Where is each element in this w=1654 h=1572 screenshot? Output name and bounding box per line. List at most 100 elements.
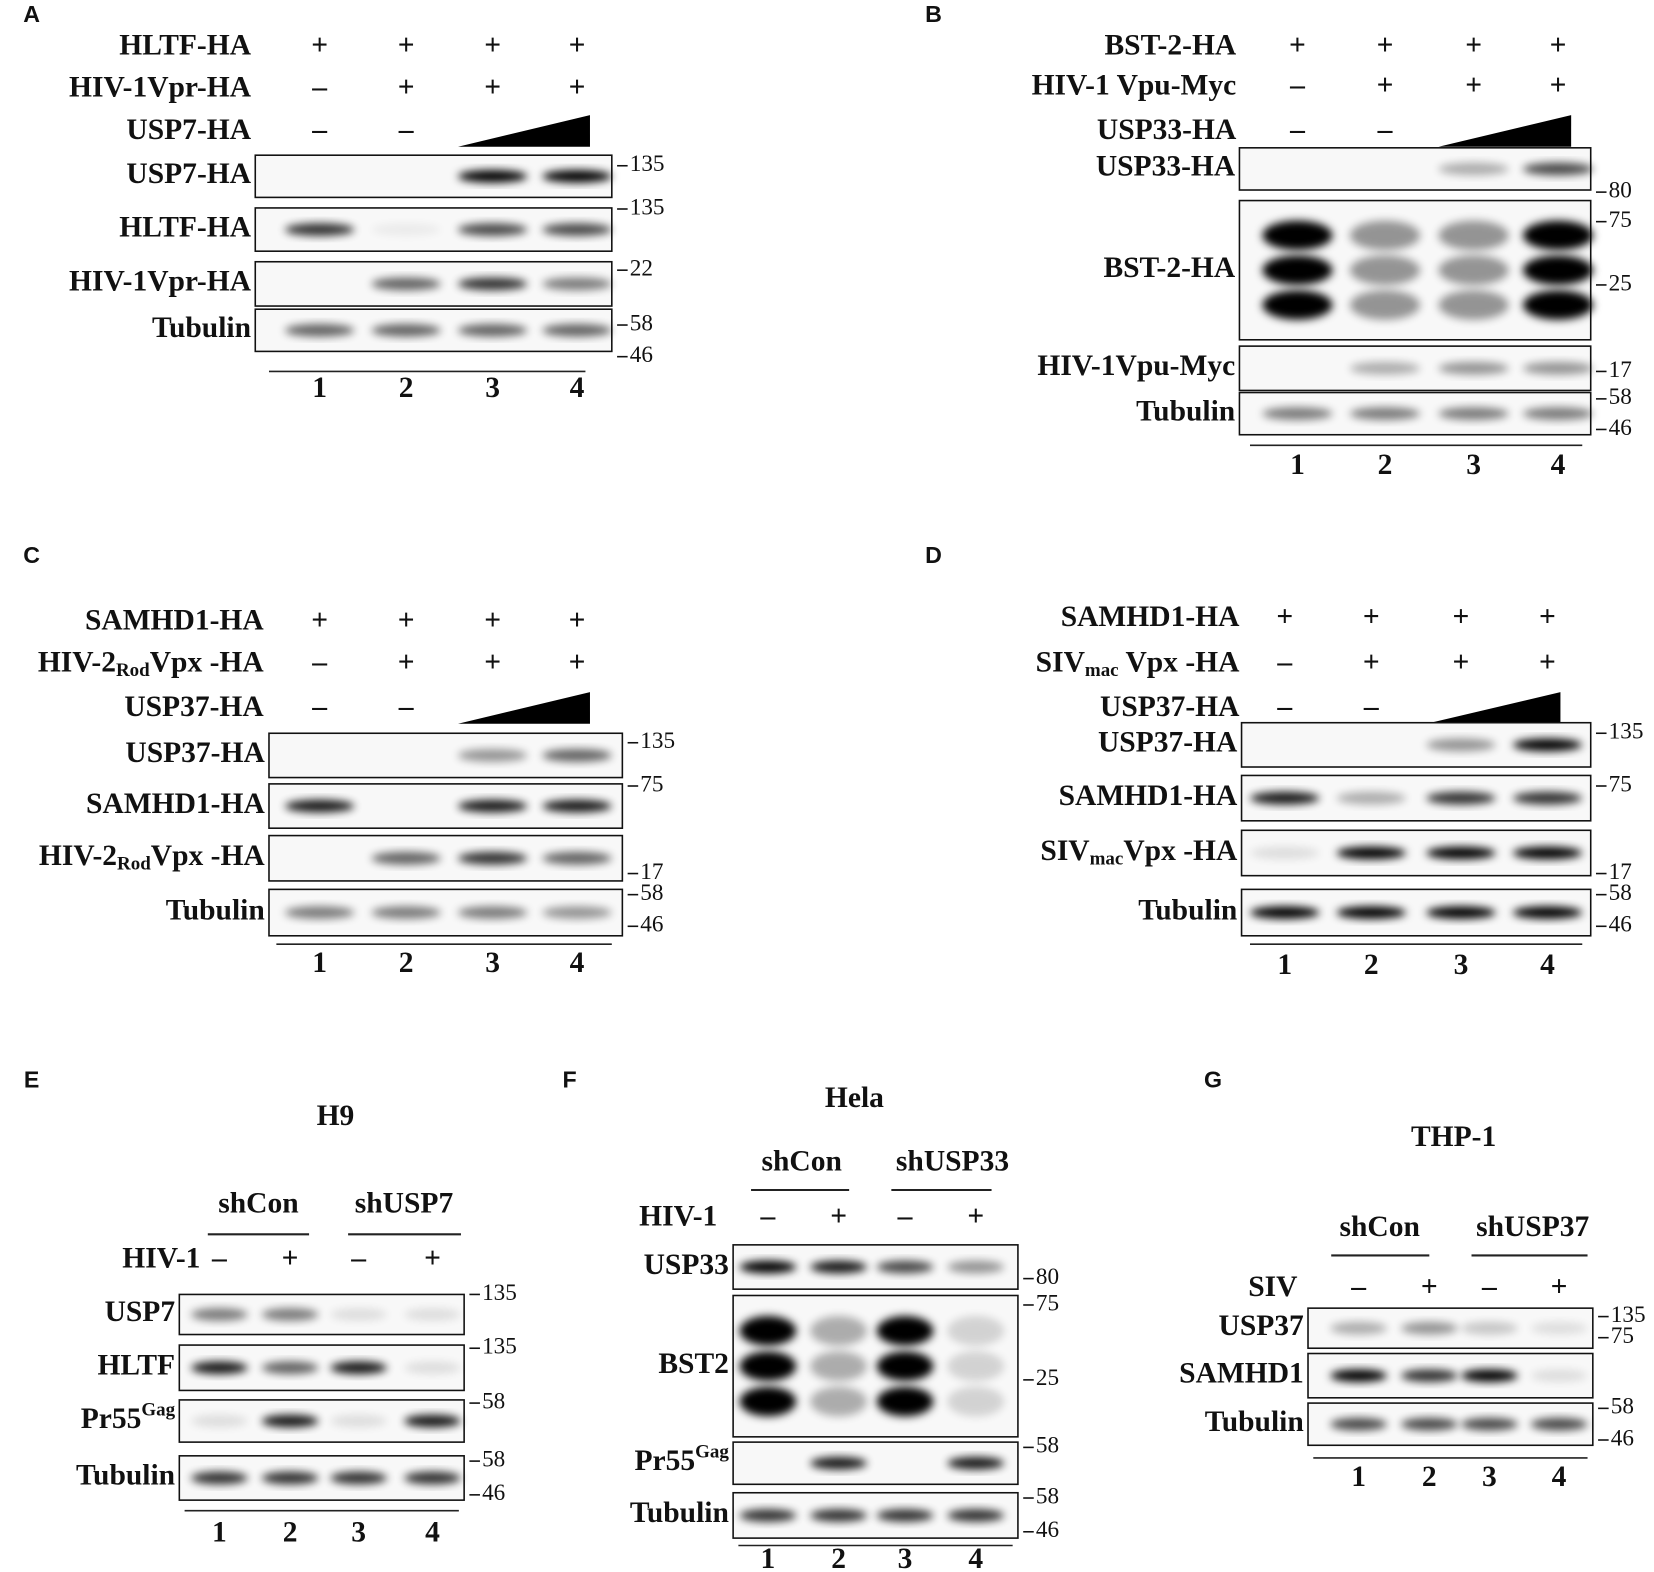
band (458, 223, 528, 236)
blot-label: HLTF-HA (119, 211, 251, 243)
band (1438, 361, 1509, 375)
band (1262, 290, 1333, 320)
marker-label: 17 (1609, 859, 1632, 885)
treatment-sign: – (350, 1242, 366, 1274)
band (810, 1260, 867, 1274)
label-part: Vpx -HA (150, 646, 265, 678)
blot-label: SAMHD1-HA (86, 788, 265, 820)
band (330, 1361, 387, 1375)
band (285, 799, 355, 813)
band (458, 749, 528, 762)
band (739, 1351, 797, 1381)
band (1349, 361, 1421, 375)
lane-number: 1 (312, 947, 327, 979)
marker-label: 58 (630, 310, 653, 336)
band (371, 223, 441, 236)
treatment-label: HIV-1 (122, 1242, 200, 1274)
marker-label: 75 (1609, 207, 1632, 233)
band (1438, 220, 1509, 251)
lane-number: 2 (831, 1543, 846, 1572)
group-label: shUSP7 (355, 1188, 454, 1220)
band (285, 323, 355, 337)
band (458, 799, 528, 813)
lane-number: 4 (968, 1543, 983, 1572)
band (739, 1509, 797, 1522)
treatment-sign: – (1276, 691, 1292, 723)
band (1250, 846, 1320, 860)
band (1336, 846, 1406, 860)
band (1461, 1369, 1518, 1382)
band (947, 1456, 1005, 1470)
lane-number: 4 (425, 1517, 440, 1549)
marker-label: 25 (1036, 1365, 1059, 1391)
label-part: SIV (1036, 646, 1085, 678)
marker-label: 135 (630, 151, 665, 177)
label-part: HIV-2 (39, 840, 117, 872)
band (947, 1260, 1005, 1274)
band (1330, 1369, 1387, 1382)
band (542, 906, 612, 919)
band (1512, 738, 1583, 752)
band (404, 1471, 461, 1485)
marker-label: 135 (482, 1280, 517, 1306)
lane-number: 1 (1351, 1461, 1366, 1493)
band (1250, 791, 1320, 805)
lane-number: 1 (761, 1543, 776, 1572)
band (458, 323, 528, 337)
treatment-sign: + (1377, 29, 1394, 61)
band (458, 851, 528, 865)
marker-label: 75 (1036, 1290, 1059, 1316)
band (404, 1414, 461, 1428)
lane-number: 1 (1290, 449, 1305, 481)
blot-label: BST2 (658, 1348, 729, 1380)
treatment-sign: + (484, 646, 501, 678)
treatment-sign: – (398, 691, 414, 723)
treatment-label: HIV-1 Vpu-Myc (1032, 69, 1237, 101)
treatment-label: SAMHD1-HA (1061, 601, 1240, 633)
band (947, 1351, 1005, 1381)
band (810, 1509, 867, 1522)
band (1262, 220, 1333, 251)
band (1522, 255, 1594, 285)
treatment-sign: + (398, 604, 415, 636)
treatment-sign: + (1550, 69, 1567, 101)
band (1512, 906, 1583, 919)
marker-label: 80 (1609, 177, 1632, 203)
blot-label: USP37-HA (1098, 727, 1238, 759)
marker-label: 58 (640, 880, 663, 906)
band (876, 1316, 934, 1346)
band (542, 277, 612, 291)
marker-label: 46 (482, 1480, 505, 1506)
group-label: shCon (1340, 1211, 1420, 1243)
subscript: mac (1085, 660, 1119, 681)
dose-ramp (1438, 115, 1572, 147)
treatment-sign: – (1276, 646, 1292, 678)
band (542, 323, 612, 337)
lane-number: 2 (1378, 449, 1393, 481)
treatment-sign: + (484, 72, 501, 104)
treatment-sign: + (398, 72, 415, 104)
band (458, 277, 528, 291)
blot-label: Tubulin (1138, 894, 1237, 926)
subscript: mac (1090, 849, 1124, 870)
treatment-sign: + (1363, 646, 1380, 678)
band (285, 906, 355, 919)
treatment-sign: + (484, 604, 501, 636)
band (810, 1386, 867, 1417)
dose-ramp (458, 115, 590, 147)
group-label: shUSP37 (1476, 1211, 1589, 1243)
marker-label: 25 (1609, 270, 1632, 296)
treatment-sign: + (830, 1200, 847, 1232)
treatment-sign: – (311, 114, 327, 146)
band (1349, 255, 1421, 285)
label-part: HIV-2 (38, 646, 116, 678)
treatment-sign: + (1465, 29, 1482, 61)
marker-label: 135 (1609, 719, 1644, 745)
marker-label: 46 (1036, 1517, 1059, 1543)
blot-label: USP33 (644, 1249, 729, 1281)
group-label: shCon (218, 1188, 298, 1220)
band (542, 851, 612, 865)
blot-label: HIV-2RodVpx -HA (39, 840, 266, 875)
band (542, 169, 612, 183)
